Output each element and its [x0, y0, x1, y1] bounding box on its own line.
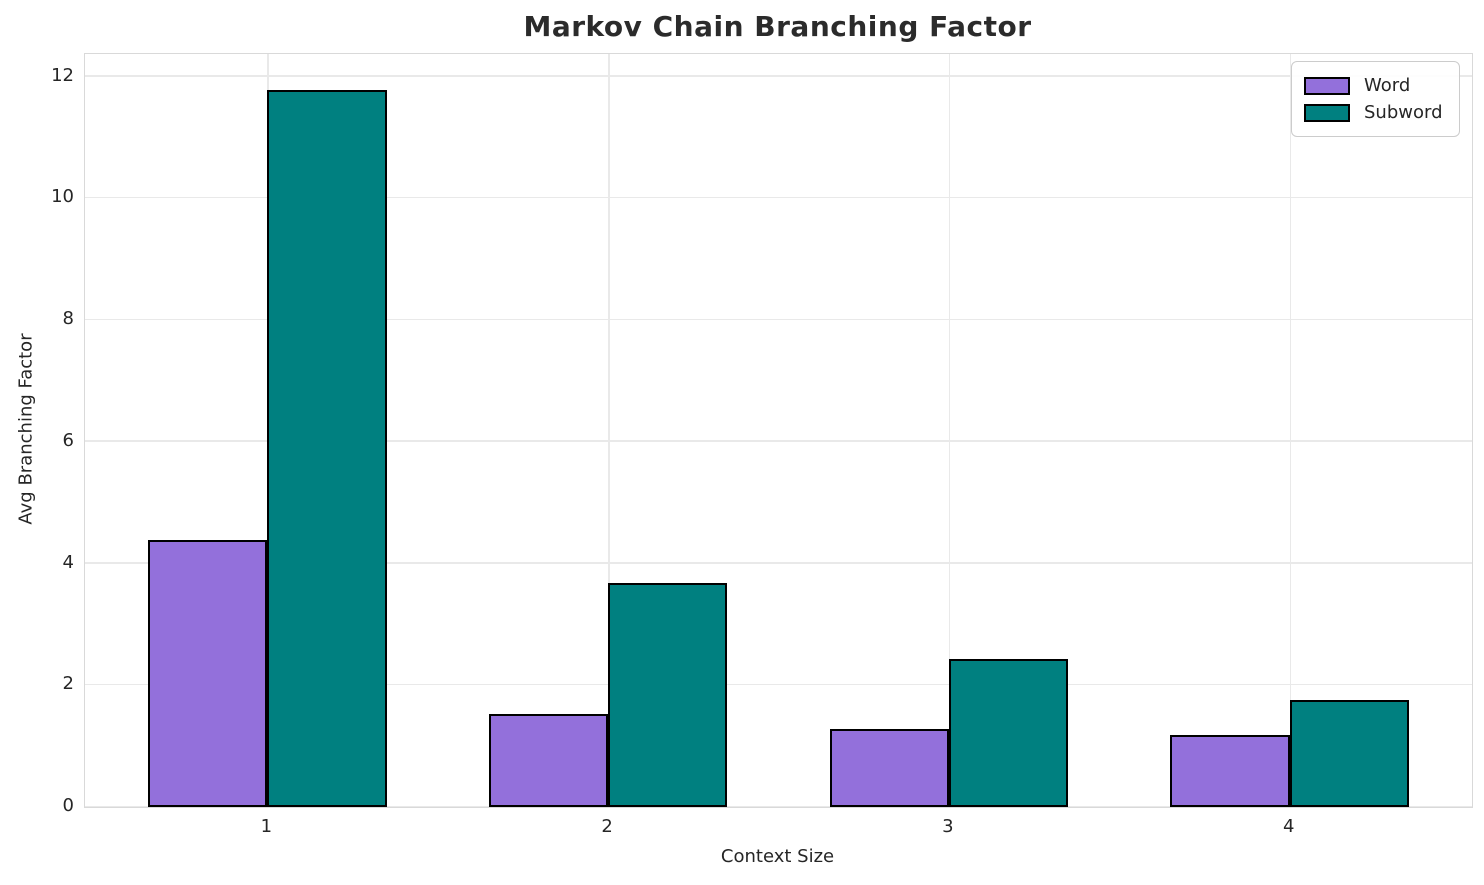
y-tick-label-12: 12: [51, 64, 74, 86]
bar-subword-2: [608, 583, 728, 807]
y-tick-label-4: 4: [62, 551, 74, 573]
h-gridline-10: [85, 196, 1472, 199]
x-tick-label-2: 2: [601, 816, 613, 837]
bar-word-2: [488, 713, 609, 807]
legend-entry-word: Word: [1304, 73, 1447, 98]
bar-subword-1: [267, 89, 387, 807]
bar-word-4: [1170, 735, 1290, 807]
bar-word-3: [829, 729, 949, 807]
y-tick-label-8: 8: [62, 308, 74, 329]
y-axis-label: Avg Branching Factor: [15, 333, 37, 525]
plot-area: [84, 53, 1473, 808]
h-gridline-2: [85, 683, 1472, 686]
y-tick-label-10: 10: [51, 186, 74, 208]
chart-title: Markov Chain Branching Factor: [523, 10, 1032, 43]
word-color-swatch: [1304, 76, 1350, 95]
x-tick-label-3: 3: [942, 816, 954, 837]
bar-subword-3: [948, 659, 1069, 807]
h-gridline-4: [85, 562, 1472, 564]
bar-subword-4: [1289, 699, 1409, 807]
x-tick-label-1: 1: [260, 816, 273, 837]
legend: Word Subword: [1291, 61, 1460, 137]
v-gridline-2: [608, 54, 610, 807]
v-gridline-3: [948, 54, 951, 807]
h-gridline-12: [85, 75, 1472, 77]
subword-color-swatch: [1304, 103, 1350, 122]
v-gridline-4: [1289, 54, 1292, 807]
y-tick-label-2: 2: [62, 673, 74, 695]
y-tick-label-6: 6: [62, 429, 74, 451]
legend-label-subword: Subword: [1364, 102, 1443, 123]
bar-word-1: [148, 539, 268, 807]
h-gridline-6: [85, 440, 1472, 442]
h-gridline-0: [85, 805, 1472, 807]
legend-label-word: Word: [1364, 75, 1411, 96]
h-gridline-8: [85, 318, 1472, 321]
x-axis-label: Context Size: [720, 846, 835, 867]
legend-entry-subword: Subword: [1304, 100, 1447, 125]
x-tick-label-4: 4: [1282, 816, 1295, 837]
y-tick-label-0: 0: [62, 795, 74, 816]
